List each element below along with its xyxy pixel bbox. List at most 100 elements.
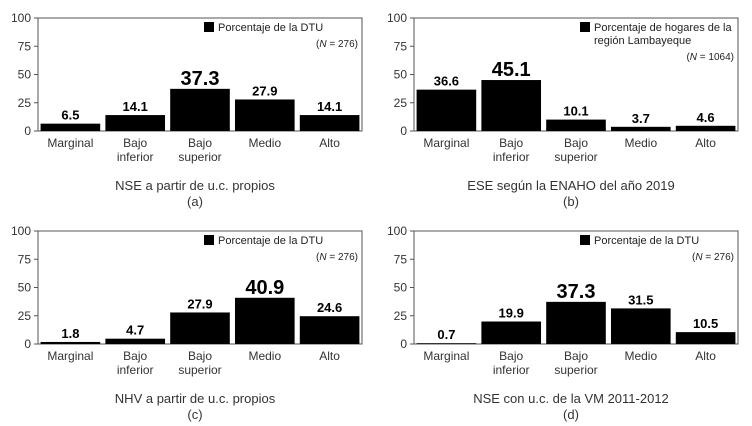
y-tick-label: 100 [387,224,407,238]
legend-label: Porcentaje de la DTU [594,235,699,247]
x-tick-label: Marginal [47,349,93,363]
n-note: (N = 276) [316,252,358,263]
chart-panel-a: 0 25 50 75 100 Porcentaje de la DTU (N = 276) 6… [0,0,376,213]
x-tick-label: Bajo [499,136,523,150]
y-tick-label: 75 [394,39,408,53]
y-tick-label: 75 [18,39,32,53]
chart-caption: NSE con u.c. de la VM 2011-2012 [473,391,669,406]
bar [105,338,166,344]
y-tick-label: 50 [18,68,32,82]
bar [299,115,360,131]
y-tick-label: 25 [18,309,32,323]
x-tick-label: inferior [493,150,530,164]
bar [40,341,101,344]
x-tick-label: superior [178,150,221,164]
y-tick-label: 0 [400,337,407,351]
y-tick-label: 0 [24,337,31,351]
bar [546,119,606,131]
y-tick-label: 75 [18,252,32,266]
bar [105,115,166,131]
bar [170,312,230,344]
x-tick-label: Bajo [499,349,523,363]
x-tick-label: Bajo [188,349,212,363]
x-tick-label: Medio [248,349,281,363]
y-tick-label: 50 [394,68,408,82]
chart-panel-d: 0 25 50 75 100 Porcentaje de la DTU (N = 276) 0… [376,213,752,426]
x-tick-label: Bajo [123,136,147,150]
data-label: 24.6 [317,300,342,315]
chart-caption: NHV a partir de u.c. propios [114,391,276,406]
data-label: 37.3 [181,68,220,90]
panel-label: (a) [187,194,203,209]
bar [416,343,477,344]
legend-swatch [204,235,214,245]
x-tick-label: inferior [117,363,154,377]
panel-label: (c) [187,407,203,422]
y-tick-label: 25 [394,96,408,110]
data-label: 10.1 [563,104,588,119]
chart-panel-b: 0 25 50 75 100 Porcentaje de hogares de la reg… [376,0,752,213]
data-label: 45.1 [492,59,531,81]
x-tick-label: Alto [319,349,340,363]
data-label: 36.6 [434,74,459,89]
bar-chart-a: 0 25 50 75 100 Porcentaje de la DTU (N = 276) 6… [11,11,363,164]
chart-caption: ESE según la ENAHO del año 2019 [467,178,675,193]
data-label: 14.1 [317,99,342,114]
bar [416,89,477,131]
x-tick-label: Marginal [423,349,469,363]
x-tick-label: Bajo [564,136,588,150]
legend-swatch [580,235,590,245]
x-tick-label: superior [554,363,597,377]
y-tick-label: 50 [18,281,32,295]
x-tick-label: Marginal [423,136,469,150]
data-label: 4.6 [697,110,715,125]
y-tick-label: 100 [11,224,31,238]
y-tick-label: 25 [18,96,32,110]
bar-chart-c: 0 25 50 75 100 Porcentaje de la DTU (N = 276) 1… [11,224,363,377]
data-label: 27.9 [187,296,212,311]
bar-chart-b: 0 25 50 75 100 Porcentaje de hogares de lareg… [387,11,739,164]
bar [40,123,101,131]
bar [481,80,542,131]
legend-swatch [580,22,590,32]
y-tick-label: 50 [394,281,408,295]
x-tick-label: superior [178,363,221,377]
data-label: 31.5 [628,292,653,307]
n-note: (N = 276) [692,252,734,263]
bar [675,332,736,344]
x-tick-label: Bajo [188,136,212,150]
data-label: 0.7 [437,327,455,342]
x-tick-label: Alto [319,136,340,150]
bar [299,316,360,344]
x-tick-label: Medio [624,136,657,150]
y-tick-label: 0 [24,124,31,138]
data-label: 1.8 [61,326,79,341]
x-tick-label: Alto [695,136,716,150]
x-tick-label: Alto [695,349,716,363]
y-tick-label: 100 [387,11,407,25]
data-label: 19.9 [499,306,524,321]
bar [610,126,671,131]
bar-chart-d: 0 25 50 75 100 Porcentaje de la DTU (N = 276) 0… [387,224,739,377]
x-tick-label: inferior [117,150,154,164]
x-tick-label: Medio [248,136,281,150]
bar [481,321,542,344]
y-tick-label: 100 [11,11,31,25]
bar [234,99,295,131]
data-label: 14.1 [123,99,148,114]
legend-label: Porcentaje de la DTU [218,22,323,34]
data-label: 3.7 [632,111,650,126]
n-note: (N = 1064) [686,52,734,63]
x-tick-label: Bajo [123,349,147,363]
y-tick-label: 0 [400,124,407,138]
bar [610,308,671,344]
bar [234,297,295,344]
bar [170,88,230,131]
legend-label: Porcentaje de la DTU [218,235,323,247]
legend-label: región Lambayeque [594,35,691,47]
n-note: (N = 276) [316,39,358,50]
panel-label: (d) [563,407,579,422]
panel-label: (b) [563,194,579,209]
legend-label: Porcentaje de hogares de la [594,22,732,34]
bar [675,125,736,131]
